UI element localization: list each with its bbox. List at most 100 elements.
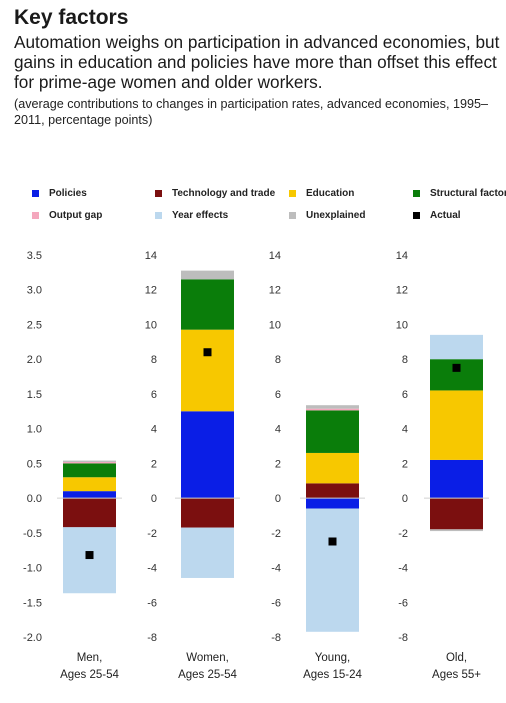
legend-label: Education (306, 188, 355, 199)
bar-segment-year-effects (306, 508, 359, 632)
legend-item-0: Policies (32, 188, 87, 199)
y-tick-label: 4 (151, 424, 157, 436)
legend-swatch (32, 190, 39, 197)
y-tick-label: -6 (398, 597, 408, 609)
legend-item-6: Unexplained (289, 210, 365, 221)
category-label: Ages 55+ (432, 669, 481, 681)
y-tick-label: 14 (269, 250, 281, 262)
legend-label: Output gap (49, 210, 103, 221)
bar-segment-education (430, 390, 483, 460)
y-tick-label: -4 (271, 563, 281, 575)
bar-segment-technology-and-trade (63, 498, 116, 528)
legend-item-1: Technology and trade (155, 188, 275, 199)
legend-label: Technology and trade (172, 188, 276, 199)
y-tick-label: 8 (275, 354, 281, 366)
y-tick-label: 10 (396, 319, 408, 331)
y-tick-label: 4 (402, 424, 408, 436)
legend-item-3: Structural factors (413, 188, 506, 199)
y-tick-label: 2 (402, 458, 408, 470)
bar-segment-unexplained (63, 460, 116, 462)
legend-item-7: Actual (413, 210, 461, 221)
y-tick-label: 8 (402, 354, 408, 366)
category-label: Young, (315, 652, 350, 664)
y-tick-label: 12 (396, 285, 408, 297)
y-tick-label: -8 (271, 632, 281, 644)
y-tick-label: 10 (269, 319, 281, 331)
y-tick-label: -1.0 (23, 563, 42, 575)
y-tick-label: -2 (398, 528, 408, 540)
legend-swatch (155, 212, 162, 219)
y-tick-label: -1.5 (23, 597, 42, 609)
y-tick-label: 0 (151, 493, 157, 505)
category-label: Men, (77, 652, 103, 664)
y-tick-label: -8 (398, 632, 408, 644)
legend-label: Unexplained (306, 210, 366, 221)
y-tick-label: 14 (145, 250, 157, 262)
chart-note: (average contributions to changes in par… (14, 97, 488, 127)
y-tick-label: 2 (275, 458, 281, 470)
chart-title: Key factors (14, 6, 129, 29)
bar-segment-year-effects (430, 334, 483, 360)
y-tick-label: 14 (396, 250, 408, 262)
y-tick-label: -2 (147, 528, 157, 540)
y-tick-label: -8 (147, 632, 157, 644)
y-tick-label: 2 (151, 458, 157, 470)
bar-segment-policies (430, 459, 483, 499)
legend-item-2: Education (289, 188, 354, 199)
legend-item-5: Year effects (155, 210, 228, 221)
legend-swatch (413, 212, 420, 219)
category-label: Ages 15-24 (303, 669, 362, 681)
bar-segment-structural-factors (63, 463, 116, 478)
actual-marker (85, 551, 94, 560)
chart-legend: Policies Technology and trade Education Str… (0, 186, 506, 230)
bar-segment-technology-and-trade (306, 483, 359, 499)
y-tick-label: 10 (145, 319, 157, 331)
bar-segment-education (306, 452, 359, 484)
y-tick-label: -6 (271, 597, 281, 609)
y-tick-label: -6 (147, 597, 157, 609)
category-label: Women, (186, 652, 229, 664)
bar-segment-education (63, 477, 116, 492)
legend-swatch (413, 190, 420, 197)
bar-segment-structural-factors (306, 410, 359, 453)
legend-swatch (155, 190, 162, 197)
category-label: Ages 25-54 (178, 669, 237, 681)
bar-segment-education (181, 329, 234, 412)
y-tick-label: 4 (275, 424, 281, 436)
y-tick-label: 12 (145, 285, 157, 297)
y-tick-label: 0.5 (27, 458, 42, 470)
legend-item-4: Output gap (32, 210, 102, 221)
chart-header: Key factors Automation weighs on partici… (14, 6, 500, 128)
y-tick-label: 3.5 (27, 250, 42, 262)
y-tick-label: -4 (147, 563, 157, 575)
actual-marker (328, 537, 337, 546)
actual-marker (203, 348, 212, 357)
y-tick-label: 8 (151, 354, 157, 366)
y-tick-label: 1.5 (27, 389, 42, 401)
bar-segment-year-effects (63, 527, 116, 594)
y-tick-label: 0 (275, 493, 281, 505)
y-tick-label: 12 (269, 285, 281, 297)
bar-segment-policies (63, 491, 116, 499)
bar-segment-year-effects (181, 527, 234, 578)
y-tick-label: 0.0 (27, 493, 42, 505)
y-tick-label: 0 (402, 493, 408, 505)
bar-segment-output-gap (306, 408, 359, 411)
category-label: Old, (446, 652, 467, 664)
y-tick-label: 2.5 (27, 319, 42, 331)
bar-segment-technology-and-trade (181, 498, 234, 528)
chart-subtitle: Automation weighs on participation in ad… (14, 32, 500, 92)
actual-marker (452, 363, 461, 372)
bar-segment-output-gap (63, 461, 116, 464)
y-tick-label: 6 (402, 389, 408, 401)
legend-swatch (289, 190, 296, 197)
bar-segment-unexplained (430, 529, 483, 532)
y-tick-label: -4 (398, 563, 408, 575)
y-tick-label: 2.0 (27, 354, 42, 366)
y-tick-label: -2.0 (23, 632, 42, 644)
bar-segment-technology-and-trade (430, 498, 483, 530)
legend-swatch (32, 212, 39, 219)
legend-swatch (289, 212, 296, 219)
y-tick-label: 1.0 (27, 424, 42, 436)
